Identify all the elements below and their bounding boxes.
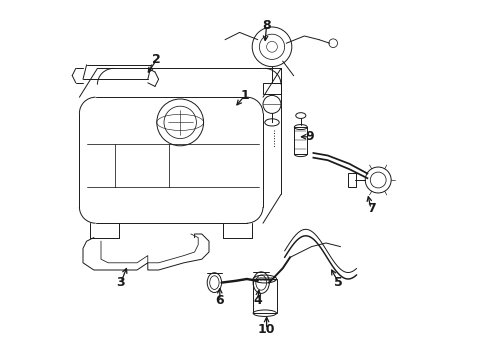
Text: 2: 2	[152, 53, 161, 66]
Text: 1: 1	[241, 89, 249, 102]
Bar	[253, 279, 276, 313]
Bar	[347, 173, 356, 187]
Text: 10: 10	[258, 323, 275, 336]
Text: 6: 6	[216, 294, 224, 307]
Bar	[263, 83, 281, 94]
Text: 5: 5	[334, 276, 343, 289]
Text: 9: 9	[305, 130, 314, 143]
Text: 8: 8	[262, 19, 271, 32]
Text: 3: 3	[117, 276, 125, 289]
Bar	[294, 127, 307, 154]
Text: 4: 4	[253, 294, 262, 307]
Text: 7: 7	[367, 202, 375, 215]
